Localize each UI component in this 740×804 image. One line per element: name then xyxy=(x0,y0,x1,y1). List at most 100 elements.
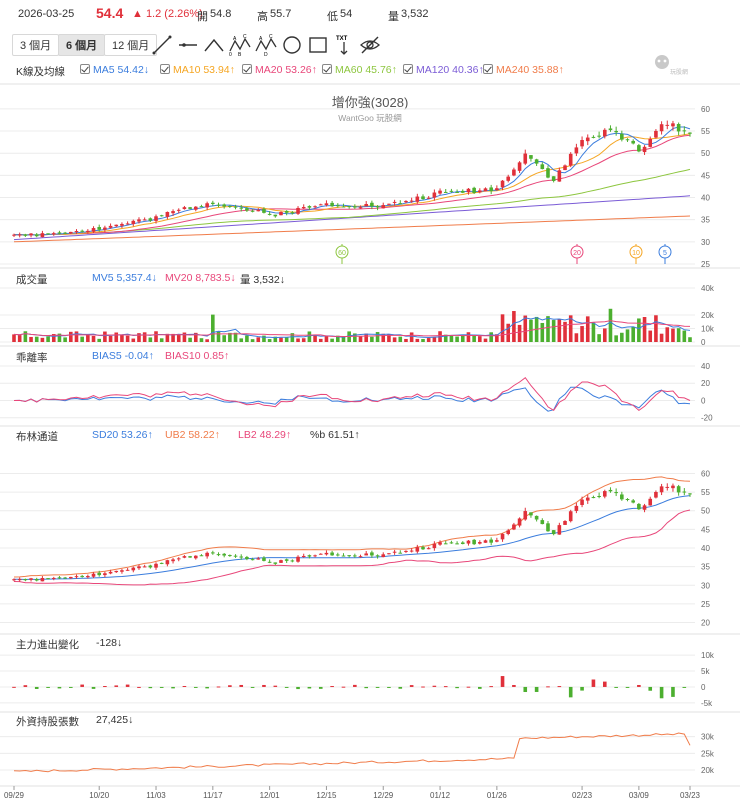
price-candle xyxy=(540,164,545,170)
mainforce-bar xyxy=(46,686,50,688)
price-candle xyxy=(216,204,221,206)
price-candle xyxy=(159,215,164,217)
volume-bar xyxy=(97,338,102,342)
ma-marker-20 xyxy=(570,245,584,259)
ma240-checkbox[interactable] xyxy=(483,64,493,74)
mv20-legend: MV20 8,783.5↓ xyxy=(165,272,236,284)
mainforce-bar xyxy=(455,686,459,689)
bollinger-candle xyxy=(478,542,482,544)
price-candle xyxy=(392,201,397,203)
range-6m-button[interactable]: 6 個月 xyxy=(58,34,106,56)
ma5-checkbox[interactable] xyxy=(80,64,90,74)
mainforce-legend: 主力進出變化 -128↓ xyxy=(0,636,600,652)
text-tool-icon[interactable]: TXT xyxy=(332,33,356,57)
bias10-line xyxy=(13,376,691,412)
bollinger-candle xyxy=(512,524,516,530)
price-candle xyxy=(642,146,647,153)
volume-bar xyxy=(648,330,653,342)
bollinger-candle xyxy=(574,505,579,511)
ma10-checkbox[interactable] xyxy=(160,64,170,74)
mainforce-bar xyxy=(307,686,312,689)
horizontal-line-tool-icon[interactable] xyxy=(176,33,200,57)
price-candle xyxy=(120,223,124,226)
volume-bar xyxy=(546,316,550,342)
price-candle xyxy=(125,223,130,225)
price-candle xyxy=(688,132,692,134)
angle-tool-icon[interactable] xyxy=(202,33,226,57)
ma120-legend[interactable]: MA120 40.36↑ xyxy=(403,64,484,76)
bollinger-candle xyxy=(642,505,647,510)
ma-marker-60 xyxy=(335,245,349,259)
line-tool-icon[interactable] xyxy=(150,33,174,57)
svg-text:A: A xyxy=(233,36,237,42)
price-candle xyxy=(387,203,391,205)
volume-bar xyxy=(267,339,272,342)
bollinger-candle xyxy=(347,555,351,557)
volume-bar xyxy=(51,334,56,342)
ma60-legend[interactable]: MA60 45.76↑ xyxy=(322,64,397,76)
volume-bar xyxy=(625,329,630,342)
volume-bar xyxy=(563,321,567,342)
wave-tool-icon[interactable]: A C 0 B xyxy=(228,33,252,57)
quote-date: 2026-03-25 xyxy=(18,8,75,20)
ma60-checkbox[interactable] xyxy=(322,64,332,74)
foreign-tick-label-1: 25k xyxy=(701,749,715,758)
foreign-panel-title: 外資持股張數 xyxy=(16,716,79,728)
bollinger-tick-label-1: 25 xyxy=(701,600,710,609)
price-candle xyxy=(404,200,408,203)
svg-text:C: C xyxy=(243,34,247,40)
mainforce-bar xyxy=(580,686,584,691)
bollinger-tick-label-0: 20 xyxy=(701,619,710,628)
quote-change: ▲ 1.2 (2.26%) xyxy=(132,8,203,20)
price-candle xyxy=(455,192,459,194)
bias-panel-title: 乖離率 xyxy=(16,352,48,364)
volume-bar xyxy=(103,331,107,342)
circle-tool-icon[interactable] xyxy=(280,33,304,57)
mainforce-bar xyxy=(318,686,323,689)
ma-marker-label-10: 10 xyxy=(632,250,640,257)
abc-tool-icon[interactable]: A C D xyxy=(254,33,278,57)
mainforce-bar xyxy=(216,686,221,688)
ma10-legend[interactable]: MA10 53.94↑ xyxy=(160,64,235,76)
price-candle xyxy=(665,124,670,126)
mainforce-bar xyxy=(296,686,300,690)
bollinger-candle xyxy=(142,566,147,568)
volume-bar xyxy=(131,338,136,342)
bollinger-candle xyxy=(557,525,562,535)
bollinger-candle xyxy=(665,486,670,488)
price-candle xyxy=(222,204,226,207)
range-12m-button[interactable]: 12 個月 xyxy=(104,34,158,56)
rectangle-tool-icon[interactable] xyxy=(306,33,330,57)
price-candle xyxy=(324,203,329,206)
range-3m-button[interactable]: 3 個月 xyxy=(12,34,60,56)
hide-drawings-icon[interactable] xyxy=(358,33,382,57)
volume-bar xyxy=(574,333,579,342)
ma5-legend[interactable]: MA5 54.42↓ xyxy=(80,64,149,76)
volume-bar xyxy=(585,316,590,342)
bias10-legend: BIAS10 0.85↑ xyxy=(165,350,230,362)
x-axis-label-11/03: 11/03 xyxy=(146,791,166,800)
bollinger-candle xyxy=(256,558,261,560)
bollinger-candle xyxy=(460,542,465,545)
price-candle xyxy=(148,218,153,221)
bollinger-candle xyxy=(370,552,374,556)
ma240-legend[interactable]: MA240 35.88↑ xyxy=(483,64,564,76)
ma10-line xyxy=(13,133,691,236)
svg-text:C: C xyxy=(269,34,273,40)
high-label: 高 xyxy=(257,11,268,23)
volume-bar xyxy=(46,336,50,342)
price-candle xyxy=(131,220,136,225)
ma-marker-label-5: 5 xyxy=(663,250,667,257)
price-candle xyxy=(495,188,499,191)
mainforce-bar xyxy=(228,685,232,687)
price-candle xyxy=(614,130,618,133)
price-candle xyxy=(580,140,584,147)
ma120-checkbox[interactable] xyxy=(403,64,413,74)
ma20-legend[interactable]: MA20 53.26↑ xyxy=(242,64,317,76)
volume-bar xyxy=(256,337,261,342)
ma20-checkbox[interactable] xyxy=(242,64,252,74)
logo-text: 玩股網 xyxy=(670,68,688,76)
x-axis-label-12/15: 12/15 xyxy=(316,791,337,800)
bollinger-candle xyxy=(495,540,499,542)
price-candle xyxy=(313,206,317,208)
